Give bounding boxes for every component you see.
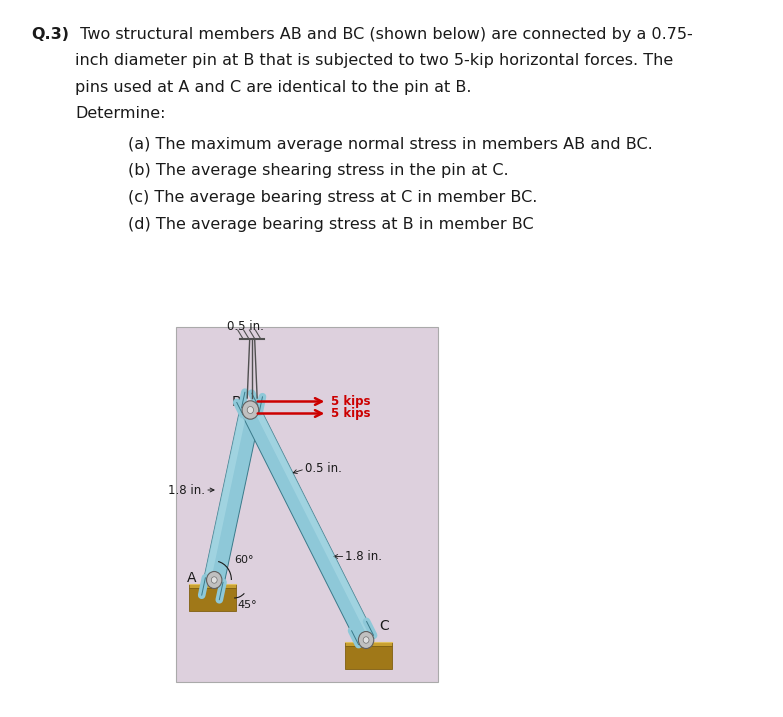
Text: 1.8 in.: 1.8 in.: [168, 483, 205, 496]
Text: 0.5 in.: 0.5 in.: [227, 320, 265, 333]
Text: 5 kips: 5 kips: [331, 395, 370, 408]
Circle shape: [359, 632, 373, 648]
Circle shape: [247, 407, 254, 414]
Text: inch diameter pin at B that is subjected to two 5-kip horizontal forces. The: inch diameter pin at B that is subjected…: [75, 54, 673, 69]
Polygon shape: [242, 405, 374, 645]
Text: A: A: [187, 571, 197, 585]
Polygon shape: [253, 405, 374, 638]
Text: (b) The average shearing stress in the pin at C.: (b) The average shearing stress in the p…: [128, 163, 509, 179]
Circle shape: [207, 571, 222, 589]
Circle shape: [363, 637, 369, 643]
Polygon shape: [204, 407, 247, 579]
Circle shape: [242, 401, 258, 419]
Text: B: B: [232, 395, 242, 409]
Text: (a) The maximum average normal stress in members AB and BC.: (a) The maximum average normal stress in…: [128, 137, 653, 152]
Text: 0.5 in.: 0.5 in.: [305, 462, 342, 475]
Text: 45°: 45°: [238, 600, 258, 610]
Polygon shape: [345, 642, 392, 646]
Text: Q.3): Q.3): [31, 27, 70, 42]
Text: 60°: 60°: [234, 555, 254, 565]
Text: 1.8 in.: 1.8 in.: [345, 550, 382, 563]
Text: Determine:: Determine:: [75, 107, 165, 121]
Text: pins used at A and C are identical to the pin at B.: pins used at A and C are identical to th…: [75, 80, 471, 95]
Text: (c) The average bearing stress at C in member BC.: (c) The average bearing stress at C in m…: [128, 190, 538, 205]
Polygon shape: [189, 588, 236, 611]
Polygon shape: [189, 584, 236, 588]
FancyBboxPatch shape: [176, 327, 438, 682]
Text: Two structural members AB and BC (shown below) are connected by a 0.75-: Two structural members AB and BC (shown …: [75, 27, 693, 42]
Polygon shape: [345, 646, 392, 669]
Text: C: C: [379, 619, 389, 633]
Circle shape: [211, 576, 217, 583]
Text: (d) The average bearing stress at B in member BC: (d) The average bearing stress at B in m…: [128, 217, 534, 232]
Polygon shape: [204, 407, 261, 583]
Text: 5 kips: 5 kips: [331, 407, 370, 420]
